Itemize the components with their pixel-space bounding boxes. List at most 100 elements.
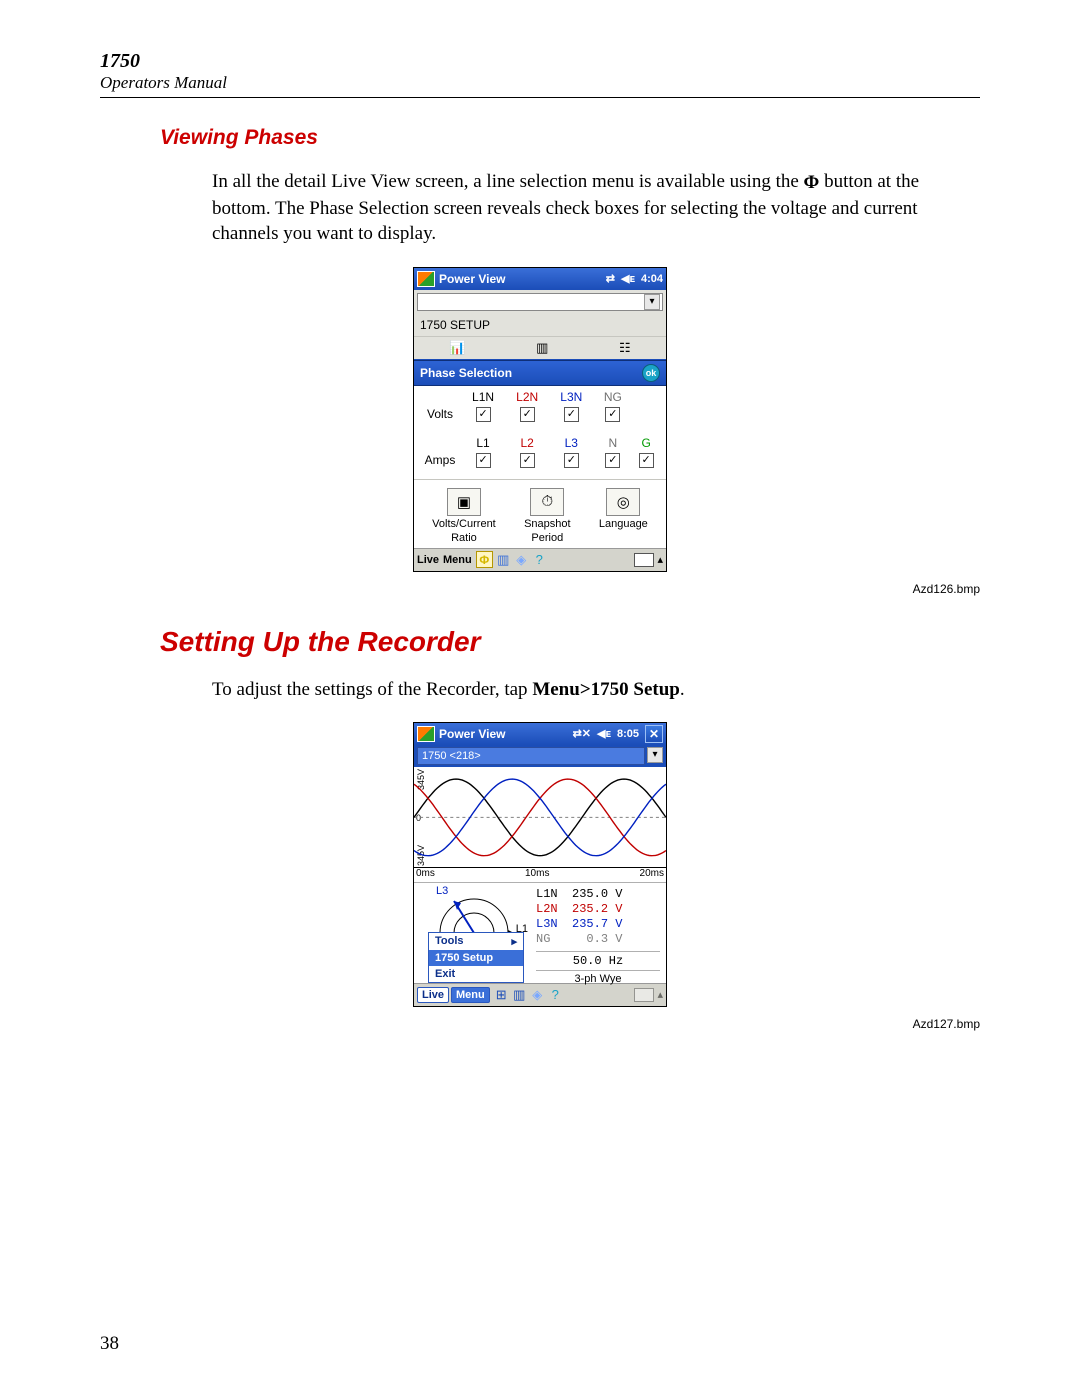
hdr-n: N — [593, 436, 632, 450]
phase-selection-header: Phase Selection ok — [414, 360, 666, 386]
header-block: 1750 Operators Manual — [100, 50, 980, 98]
cb-volts-l2n[interactable] — [520, 407, 535, 422]
address-dropdown-icon[interactable]: ▾ — [647, 747, 663, 763]
softbar: Live Menu Φ ▥ ◈ ? ▴ — [414, 548, 666, 571]
device-live-view: Power View ⇄✕ ◀ᴇ 8:05 ✕ 1750 <218> ▾ 345… — [413, 722, 667, 1007]
manual-subtitle: Operators Manual — [100, 73, 980, 93]
sb2-icon3[interactable]: ◈ — [530, 987, 545, 1002]
keyboard-icon[interactable] — [634, 553, 654, 567]
help-softkey-icon[interactable]: ? — [532, 552, 547, 567]
diamond-softkey-icon[interactable]: ◈ — [514, 552, 529, 567]
s2-text2: . — [680, 679, 685, 700]
device-phase-selection: Power View ⇄ ◀ᴇ 4:04 ▾ 1750 SETUP 📊 ▥ ☷ — [413, 267, 667, 572]
softbar-live[interactable]: Live — [417, 554, 439, 566]
chart-softkey-icon[interactable]: ▥ — [496, 552, 511, 567]
cb-amps-l3[interactable] — [564, 453, 579, 468]
lang-icon[interactable]: ☷ — [619, 340, 631, 356]
vi-ratio-label2: Ratio — [451, 532, 477, 544]
address-field[interactable]: 1750 <218> — [417, 747, 645, 765]
bottom-icon-row: ▣ Volts/Current Ratio ⏱ Snapshot Period … — [414, 479, 666, 548]
dropdown-row[interactable]: ▾ — [417, 293, 663, 311]
sb2-icon1[interactable]: ⊞ — [494, 987, 509, 1002]
xtick-1: 10ms — [525, 868, 549, 882]
softbar2-live[interactable]: Live — [417, 987, 449, 1003]
cb-amps-l1[interactable] — [476, 453, 491, 468]
wave-x-axis: 0ms 10ms 20ms — [414, 867, 666, 882]
popup-menu: Tools ▸ 1750 Setup Exit — [428, 932, 524, 983]
waveform-area: 345V 0 345V 0ms 10ms 20ms — [414, 767, 666, 882]
snap-icon[interactable]: ▥ — [536, 340, 548, 356]
conn2-icon: ⇄✕ — [573, 727, 591, 740]
phasor-l3-label: L3 — [436, 885, 448, 897]
ok-button[interactable]: ok — [642, 364, 660, 382]
section-setting-up-text: To adjust the settings of the Recorder, … — [212, 677, 980, 703]
sb2-help-icon[interactable]: ? — [548, 987, 563, 1002]
cb-volts-ng[interactable] — [605, 407, 620, 422]
hdr-l2n: L2N — [505, 390, 549, 404]
start-flag-icon[interactable] — [417, 726, 435, 742]
up-arrow-icon[interactable]: ▴ — [657, 553, 663, 566]
softbar2: Live Menu ⊞ ▥ ◈ ? ▴ — [414, 983, 666, 1006]
section-viewing-phases-title: Viewing Phases — [160, 126, 980, 150]
menu-item-1750-setup[interactable]: 1750 Setup — [429, 950, 523, 966]
measurements-box: L1N 235.0 V L2N 235.2 V L3N 235.7 V NG 0… — [534, 883, 666, 983]
snapshot-icon: ⏱ — [530, 488, 564, 516]
cb-amps-g[interactable] — [639, 453, 654, 468]
icon-language[interactable]: ◎ Language — [599, 488, 648, 544]
cb-volts-l1n[interactable] — [476, 407, 491, 422]
cb-volts-l3n[interactable] — [564, 407, 579, 422]
icon-volts-current-ratio[interactable]: ▣ Volts/Current Ratio — [432, 488, 496, 544]
vi-ratio-label1: Volts/Current — [432, 518, 496, 530]
clock-text: 4:04 — [641, 273, 663, 285]
snapshot-label1: Snapshot — [524, 518, 570, 530]
sb2-icon2[interactable]: ▥ — [512, 987, 527, 1002]
mi-tools-label: Tools — [435, 935, 464, 947]
mi-exit-label: Exit — [435, 968, 455, 980]
softbar2-menu[interactable]: Menu — [451, 987, 490, 1003]
page-number: 38 — [100, 1333, 119, 1355]
text-part1: In all the detail Live View screen, a li… — [212, 171, 804, 192]
row-amps-label: Amps — [420, 450, 461, 469]
phi-symbol: Φ — [804, 170, 820, 196]
figure1-wrap: Power View ⇄ ◀ᴇ 4:04 ▾ 1750 SETUP 📊 ▥ ☷ — [100, 267, 980, 596]
hdr-ng: NG — [593, 390, 632, 404]
xtick-0: 0ms — [416, 868, 435, 882]
menu-item-exit[interactable]: Exit — [429, 966, 523, 982]
phasor-box: L1 L3 Tools ▸ 1750 Setup Exit — [414, 883, 534, 983]
mi-tools-arrow-icon: ▸ — [511, 935, 517, 948]
titlebar2: Power View ⇄✕ ◀ᴇ 8:05 ✕ — [414, 723, 666, 745]
cb-amps-n[interactable] — [605, 453, 620, 468]
softbar-menu[interactable]: Menu — [443, 554, 472, 566]
vi-icon[interactable]: 📊 — [449, 340, 465, 356]
keyboard2-icon[interactable] — [634, 988, 654, 1002]
start-flag-icon[interactable] — [417, 271, 435, 287]
wiring-line: 3-ph Wye — [536, 970, 660, 985]
hdr-l1: L1 — [461, 436, 505, 450]
s2-bold: Menu>1750 Setup — [532, 679, 680, 700]
phase-selection-title: Phase Selection — [420, 366, 512, 380]
cb-amps-l2[interactable] — [520, 453, 535, 468]
meas-l3n: L3N 235.7 V — [536, 917, 660, 932]
phi-softkey-icon[interactable]: Φ — [476, 551, 493, 568]
meas-l1n: L1N 235.0 V — [536, 887, 660, 902]
hdr-g: G — [632, 436, 660, 450]
freq-line: 50.0 Hz — [536, 951, 660, 968]
up-arrow2-icon[interactable]: ▴ — [657, 988, 663, 1001]
app-title2: Power View — [439, 727, 505, 741]
close-button[interactable]: ✕ — [645, 725, 663, 743]
manual-model: 1750 — [100, 50, 980, 73]
icon-snapshot-period[interactable]: ⏱ Snapshot Period — [524, 488, 570, 544]
s2-text1: To adjust the settings of the Recorder, … — [212, 679, 532, 700]
titlebar: Power View ⇄ ◀ᴇ 4:04 — [414, 268, 666, 290]
app-title: Power View — [439, 272, 505, 286]
menu-item-tools[interactable]: Tools ▸ — [429, 933, 523, 950]
phase-grid: L1N L2N L3N NG Volts — [414, 386, 666, 479]
dropdown-arrow-icon[interactable]: ▾ — [644, 294, 660, 310]
hdr-l3: L3 — [549, 436, 593, 450]
setup-label-row: 1750 SETUP — [414, 314, 666, 337]
hdr-l1n: L1N — [461, 390, 505, 404]
vi-ratio-icon: ▣ — [447, 488, 481, 516]
waveform-svg — [414, 767, 666, 868]
lower-area: L1 L3 Tools ▸ 1750 Setup Exit — [414, 882, 666, 983]
xtick-2: 20ms — [640, 868, 664, 882]
